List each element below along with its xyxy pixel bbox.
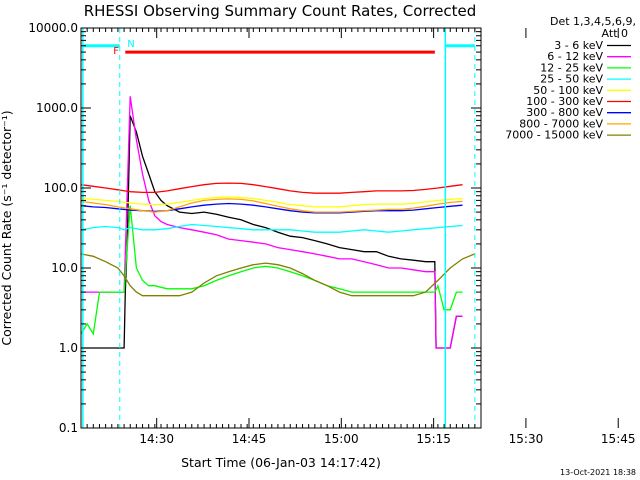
x-tick-label: 15:00	[324, 432, 359, 446]
series-line-12-25kev	[80, 205, 463, 336]
y-tick-label: 10000.0	[28, 21, 78, 35]
series-layer	[80, 96, 476, 349]
x-tick-label: 14:45	[232, 432, 267, 446]
footer-timestamp: 13-Oct-2021 18:38	[560, 468, 636, 477]
x-tick-label: 15:30	[509, 432, 544, 446]
legend-label: 25 - 50 keV	[540, 73, 603, 86]
series-line-50-100kev	[80, 196, 463, 208]
x-tick-label: 14:30	[139, 432, 174, 446]
y-tick-label: 0.1	[59, 421, 78, 435]
series-line-100-300kev	[80, 182, 463, 194]
y-axis-label: Corrected Count Rate (s⁻¹ detector⁻¹)	[0, 110, 14, 345]
series-line-25-50kev	[80, 223, 463, 233]
legend-label: 6 - 12 keV	[547, 50, 603, 63]
series-line-800-7000kev	[80, 198, 463, 213]
flare-label: F	[113, 46, 119, 57]
saa-label: N	[127, 39, 134, 50]
x-tick-label: 15:45	[601, 432, 636, 446]
y-tick-label: 100.0	[44, 181, 78, 195]
legend-label: 300 - 800 keV	[526, 106, 603, 119]
legend-label: 7000 - 15000 keV	[505, 129, 603, 142]
legend-header-line-1: Det 1,3,4,5,6,9,	[550, 15, 636, 28]
x-axis: 14:30 14:45 15:00 15:15 15:30 15:45	[80, 28, 636, 446]
legend-label: 50 - 100 keV	[533, 84, 603, 97]
legend-label: 100 - 300 keV	[526, 95, 603, 108]
y-axis: 10000.0 1000.0 100.0 10.0 1.0 0.1	[28, 21, 481, 435]
y-tick-label: 10.0	[51, 261, 78, 275]
y-tick-label: 1.0	[59, 341, 78, 355]
chart-title: RHESSI Observing Summary Count Rates, Co…	[84, 2, 477, 20]
legend-label: 800 - 7000 keV	[519, 117, 603, 130]
plot-frame	[80, 27, 482, 429]
series-line-7000-15000kev	[80, 253, 476, 297]
annotation-layer: FN	[82, 28, 476, 428]
y-tick-label: 1000.0	[36, 101, 78, 115]
legend-header-line-2: Att 0	[602, 27, 628, 40]
legend-label: 12 - 25 keV	[540, 61, 603, 74]
series-line-6-12kev	[81, 96, 463, 349]
x-axis-label: Start Time (06-Jan-03 14:17:42)	[181, 455, 381, 470]
legend-label: 3 - 6 keV	[554, 39, 603, 52]
x-tick-label: 15:15	[416, 432, 451, 446]
